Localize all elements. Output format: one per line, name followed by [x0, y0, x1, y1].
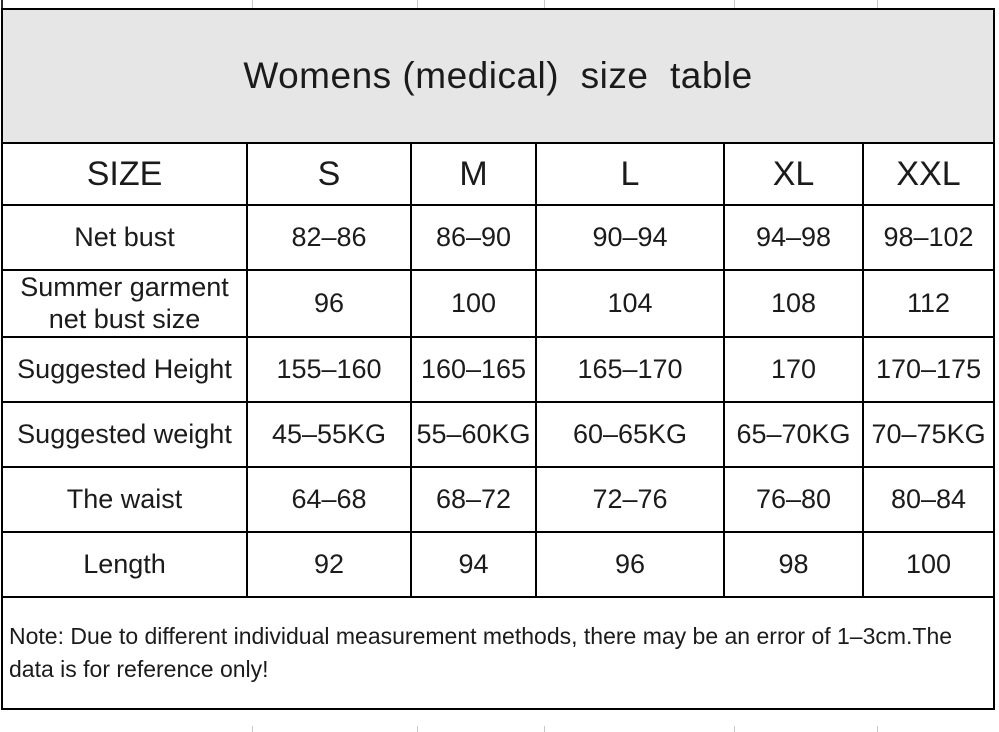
- gridline: [417, 726, 418, 732]
- table-cell: 170–175: [861, 335, 996, 403]
- table-cell: 160–165: [410, 335, 537, 403]
- table-cell: 60–65KG: [535, 400, 725, 468]
- table-cell: 86–90: [410, 204, 537, 271]
- table-cell: 70–75KG: [861, 400, 996, 468]
- table-row-length: Length 92 94 96 98 100: [1, 530, 996, 598]
- table-row-net-bust: Net bust 82–86 86–90 90–94 94–98 98–102: [1, 204, 996, 271]
- gridline: [544, 726, 545, 732]
- table-cell: 112: [861, 269, 996, 338]
- gridline: [877, 726, 878, 732]
- table-cell: 170: [723, 335, 864, 403]
- bottom-spreadsheet-gutter: [0, 726, 999, 732]
- row-label: Length: [1, 530, 248, 598]
- table-row-the-waist: The waist 64–68 68–72 72–76 76–80 80–84: [1, 465, 996, 533]
- table-row-suggested-height: Suggested Height 155–160 160–165 165–170…: [1, 335, 996, 403]
- table-cell: 55–60KG: [410, 400, 537, 468]
- gridline: [417, 0, 418, 8]
- row-label: Summer garment net bust size: [1, 269, 248, 338]
- left-edge-tick: [1, 0, 3, 8]
- table-cell: 94–98: [723, 204, 864, 271]
- gridline: [734, 726, 735, 732]
- table-cell: 165–170: [535, 335, 725, 403]
- table-row-summer-garment: Summer garment net bust size 96 100 104 …: [1, 269, 996, 338]
- gridline: [877, 0, 878, 8]
- table-cell: 72–76: [535, 465, 725, 533]
- table-cell: 76–80: [723, 465, 864, 533]
- top-spreadsheet-gutter: [0, 0, 999, 8]
- gridline: [544, 0, 545, 8]
- table-row-suggested-weight: Suggested weight 45–55KG 55–60KG 60–65KG…: [1, 400, 996, 468]
- table-cell: 94: [410, 530, 537, 598]
- header-cell-xl: XL: [723, 142, 864, 206]
- table-cell: 82–86: [246, 204, 412, 271]
- table-cell: 98: [723, 530, 864, 598]
- table-cell: 65–70KG: [723, 400, 864, 468]
- row-label: The waist: [1, 465, 248, 533]
- table-cell: 96: [535, 530, 725, 598]
- gridline: [252, 0, 253, 8]
- table-cell: 90–94: [535, 204, 725, 271]
- table-cell: 45–55KG: [246, 400, 412, 468]
- header-cell-size: SIZE: [1, 142, 248, 206]
- row-label: Suggested weight: [1, 400, 248, 468]
- table-cell: 104: [535, 269, 725, 338]
- table-cell: 98–102: [861, 204, 996, 271]
- table-cell: 80–84: [861, 465, 996, 533]
- gridline: [734, 0, 735, 8]
- header-cell-m: M: [410, 142, 537, 206]
- table-header-row: SIZE S M L XL XXL: [1, 142, 996, 206]
- page-title: Womens (medical) size table: [0, 8, 996, 144]
- table-cell: 64–68: [246, 465, 412, 533]
- table-cell: 96: [246, 269, 412, 338]
- table-cell: 92: [246, 530, 412, 598]
- table-cell: 100: [410, 269, 537, 338]
- table-cell: 68–72: [410, 465, 537, 533]
- row-label: Net bust: [1, 204, 248, 271]
- size-table: Womens (medical) size table SIZE S M L X…: [0, 8, 996, 710]
- gridline: [252, 726, 253, 732]
- title-row: Womens (medical) size table: [0, 8, 996, 144]
- table-cell: 100: [861, 530, 996, 598]
- header-cell-l: L: [535, 142, 725, 206]
- header-cell-s: S: [246, 142, 412, 206]
- row-label: Suggested Height: [1, 335, 248, 403]
- table-cell: 108: [723, 269, 864, 338]
- header-cell-xxl: XXL: [861, 142, 996, 206]
- note-text: Note: Due to different individual measur…: [0, 595, 996, 710]
- note-row: Note: Due to different individual measur…: [0, 595, 996, 710]
- table-cell: 155–160: [246, 335, 412, 403]
